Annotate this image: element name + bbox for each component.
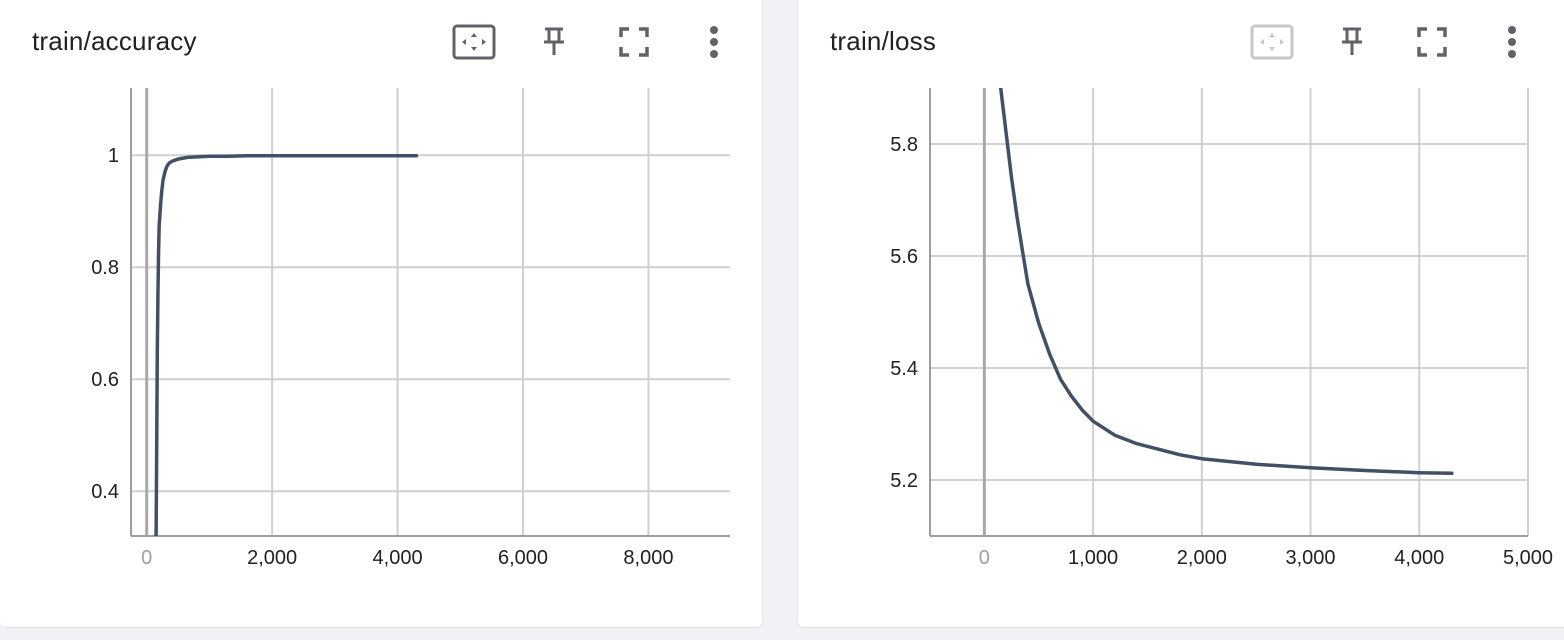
x-tick-label: 0 <box>141 547 152 569</box>
fullscreen-button[interactable] <box>611 22 657 62</box>
series-line <box>998 88 1454 476</box>
x-tick-label: 8,000 <box>623 547 673 569</box>
chart-card-loss: train/loss 5.2 5.4 5.6 5.8 0 1,000 2,000 3,000 4… <box>797 0 1564 628</box>
y-tick-label: 0.4 <box>91 481 119 503</box>
fit-domain-icon <box>452 24 496 60</box>
pin-button[interactable] <box>531 22 577 62</box>
x-tick-label: 2,000 <box>1177 547 1227 569</box>
pin-icon <box>544 27 564 55</box>
x-tick-label: 2,000 <box>247 547 297 569</box>
fit-domain-button[interactable] <box>451 22 497 62</box>
x-tick-label: 3,000 <box>1286 547 1336 569</box>
y-tick-label: 5.6 <box>890 246 918 268</box>
card-title: train/loss <box>830 26 937 56</box>
accuracy-chart[interactable]: 0.4 0.6 0.8 1 0 2,000 4,000 6,000 8,000 <box>0 0 763 628</box>
x-tick-label: 5,000 <box>1503 547 1553 569</box>
chart-card-accuracy: train/accuracy 0.4 0.6 0.8 1 0 2,000 4,000 6,00… <box>0 0 763 628</box>
y-tick-label: 0.6 <box>91 369 119 391</box>
x-tick-label: 4,000 <box>373 547 423 569</box>
x-tick-label: 1,000 <box>1068 547 1118 569</box>
fullscreen-icon <box>619 27 649 57</box>
series-line <box>154 154 419 536</box>
y-tick-label: 5.4 <box>890 358 918 380</box>
fullscreen-button[interactable] <box>1409 22 1455 62</box>
x-tick-label: 6,000 <box>498 547 548 569</box>
y-tick-label: 5.8 <box>890 134 918 156</box>
fit-domain-icon <box>1250 24 1294 60</box>
more-options-button[interactable] <box>691 22 737 62</box>
fit-domain-button[interactable] <box>1249 22 1295 62</box>
card-title: train/accuracy <box>32 26 197 56</box>
loss-chart[interactable]: 5.2 5.4 5.6 5.8 0 1,000 2,000 3,000 4,000 5,000 <box>798 0 1564 628</box>
more-vert-icon <box>1508 26 1516 58</box>
more-vert-icon <box>710 26 718 58</box>
fullscreen-icon <box>1417 27 1447 57</box>
y-tick-label: 5.2 <box>890 470 918 492</box>
more-options-button[interactable] <box>1489 22 1535 62</box>
pin-icon <box>1342 27 1362 55</box>
pin-button[interactable] <box>1329 22 1375 62</box>
y-tick-label: 1 <box>108 145 119 167</box>
x-tick-label: 4,000 <box>1394 547 1444 569</box>
y-tick-label: 0.8 <box>91 257 119 279</box>
x-tick-label: 0 <box>979 547 990 569</box>
